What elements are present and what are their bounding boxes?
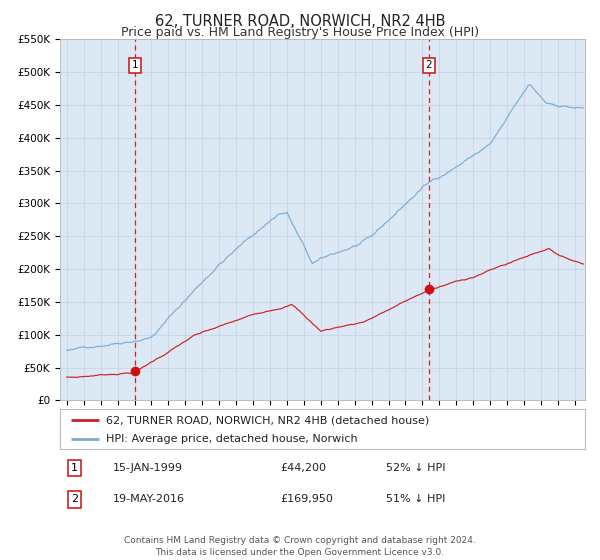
Text: HPI: Average price, detached house, Norwich: HPI: Average price, detached house, Norw… xyxy=(106,434,358,444)
Text: £169,950: £169,950 xyxy=(281,494,334,505)
Text: 2: 2 xyxy=(425,60,432,71)
Text: Contains HM Land Registry data © Crown copyright and database right 2024.
This d: Contains HM Land Registry data © Crown c… xyxy=(124,536,476,557)
Text: 1: 1 xyxy=(71,463,78,473)
Text: 62, TURNER ROAD, NORWICH, NR2 4HB (detached house): 62, TURNER ROAD, NORWICH, NR2 4HB (detac… xyxy=(106,415,430,425)
Text: 19-MAY-2016: 19-MAY-2016 xyxy=(113,494,185,505)
Text: 51% ↓ HPI: 51% ↓ HPI xyxy=(386,494,445,505)
Text: 15-JAN-1999: 15-JAN-1999 xyxy=(113,463,182,473)
Text: 62, TURNER ROAD, NORWICH, NR2 4HB: 62, TURNER ROAD, NORWICH, NR2 4HB xyxy=(155,14,445,29)
Text: 2: 2 xyxy=(71,494,78,505)
Text: 1: 1 xyxy=(132,60,139,71)
Text: Price paid vs. HM Land Registry's House Price Index (HPI): Price paid vs. HM Land Registry's House … xyxy=(121,26,479,39)
Text: 52% ↓ HPI: 52% ↓ HPI xyxy=(386,463,445,473)
Text: £44,200: £44,200 xyxy=(281,463,326,473)
